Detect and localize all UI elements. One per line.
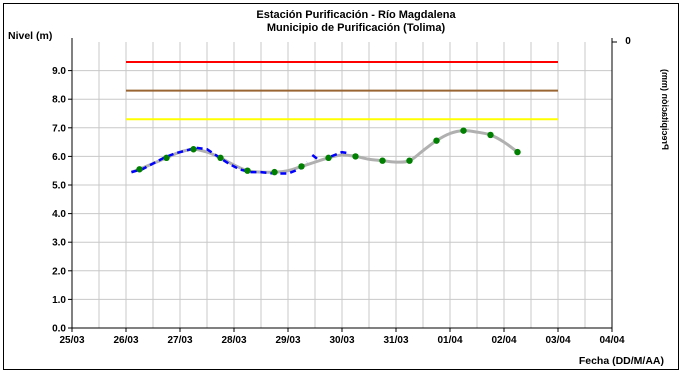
grid [72,42,613,328]
data-point [298,163,305,170]
data-point [352,153,359,160]
data-point [190,146,197,153]
y2-axis-label: Precipitación (mm) [660,69,670,150]
data-point [271,168,278,176]
x-tick-label: 30/03 [329,335,354,346]
data-point [406,157,413,164]
y-tick-label: 0.0 [52,324,66,335]
x-tick-label: 25/03 [59,335,84,346]
data-point [514,148,521,156]
chart-title: Estación Purificación - Río Magdalena [256,9,456,21]
y-tick-label: 5.0 [52,181,66,192]
data-point [487,131,494,139]
data-point [433,137,440,144]
x-tick-label: 04/04 [599,335,624,346]
sensor-line [330,150,351,158]
x-tick-label: 29/03 [275,335,300,346]
y2-tick-label: 0 [625,36,631,47]
x-tick-label: 02/04 [491,335,516,346]
y-tick-label: 4.0 [52,209,66,220]
data-point [136,166,143,173]
x-tick-label: 27/03 [167,335,192,346]
y-tick-label: 6.0 [52,152,66,163]
x-tick-label: 31/03 [383,335,408,346]
data-point [325,154,332,162]
x-tick-label: 28/03 [221,335,246,346]
data-point [163,154,170,162]
data-point [217,154,224,162]
y-tick-label: 2.0 [52,266,66,277]
chart-subtitle: Municipio de Purificación (Tolima) [267,22,446,34]
x-tick-label: 03/04 [545,335,570,346]
chart-frame [3,3,679,370]
axes: 0.0 1.0 2.0 3.0 4.0 5.0 6.0 7.0 8.0 9.0 25/03 26/03… [52,38,625,346]
y-tick-label: 3.0 [52,238,66,249]
y-axis-label: Nivel (m) [8,30,52,42]
series-layer [130,127,521,176]
trend-line [130,129,519,174]
y-tick-label: 7.0 [52,123,66,134]
y-tick-label: 8.0 [52,95,66,106]
data-point [244,167,251,174]
y-tick-label: 9.0 [52,66,66,77]
sensor-line [311,153,319,161]
x-tick-label: 26/03 [113,335,138,346]
threshold-lines [126,61,558,121]
data-point [379,157,386,164]
x-tick-label: 01/04 [437,335,462,346]
x-axis-label: Fecha (DD/M/AA) [579,355,664,367]
y-tick-label: 1.0 [52,295,66,306]
data-point [460,127,467,134]
